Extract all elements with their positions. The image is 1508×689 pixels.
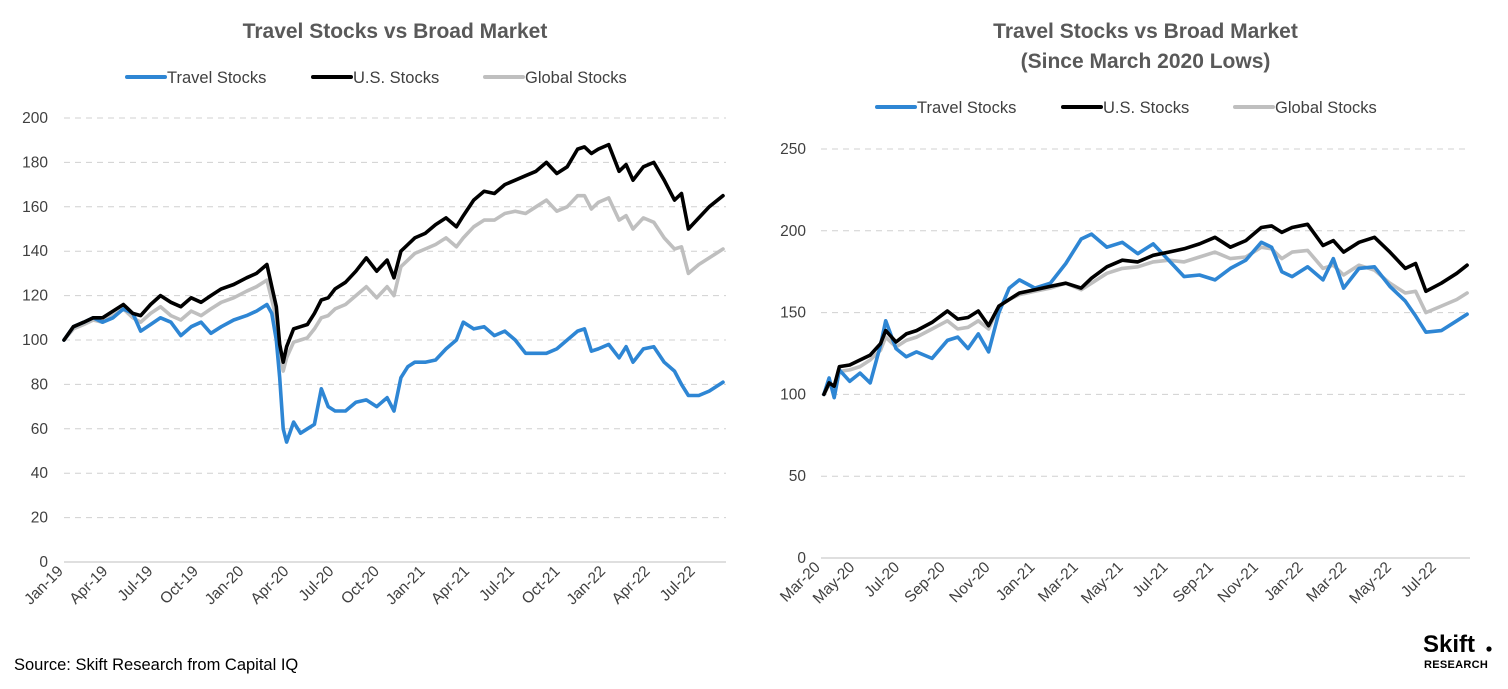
y-tick-label: 180 — [22, 154, 48, 171]
x-tick-label: Oct-21 — [519, 563, 564, 608]
y-tick-label: 160 — [22, 199, 48, 216]
y-tick-label: 100 — [22, 332, 48, 349]
x-tick-label: Sep-20 — [901, 559, 949, 607]
chart-title: Travel Stocks vs Broad Market — [993, 20, 1298, 43]
y-tick-label: 120 — [22, 288, 48, 305]
legend-label-travel: Travel Stocks — [917, 99, 1016, 117]
y-tick-label: 80 — [31, 376, 49, 393]
x-tick-label: Apr-19 — [66, 563, 111, 608]
chart-travel-vs-market: Travel Stocks vs Broad Market 0 20 40 60 80 10… — [21, 20, 726, 608]
x-tick-label: Sep-21 — [1170, 559, 1217, 606]
y-tick-label: 150 — [780, 305, 806, 322]
y-tick-label: 50 — [789, 468, 807, 485]
x-tick-label: Jul-22 — [657, 563, 699, 605]
x-tick-label: Jul-20 — [861, 559, 903, 601]
x-tick-label: Jul-19 — [115, 563, 157, 605]
y-tick-label: 250 — [780, 141, 806, 158]
y-tick-label: 0 — [39, 554, 48, 571]
y-tick-label: 100 — [780, 386, 806, 403]
legend-label-global: Global Stocks — [525, 69, 627, 87]
chart-subtitle: (Since March 2020 Lows) — [1021, 50, 1271, 73]
x-tick-label: Nov-21 — [1215, 559, 1262, 606]
source-note: Source: Skift Research from Capital IQ — [14, 656, 298, 674]
x-tick-label: Jul-22 — [1398, 559, 1440, 601]
series-line-global — [62, 193, 725, 373]
skift-research-logo: Skift RESEARCH — [1423, 631, 1492, 671]
x-tick-label: Jan-22 — [564, 563, 610, 609]
legend-label-us: U.S. Stocks — [1103, 99, 1189, 117]
x-tick-label: Mar-22 — [1303, 559, 1350, 606]
chart-travel-vs-market-since-lows: Travel Stocks vs Broad Market (Since Marc… — [777, 20, 1470, 607]
x-tick-label: Jul-21 — [1130, 559, 1172, 601]
y-tick-label: 200 — [780, 223, 806, 240]
x-tick-label: Mar-21 — [1035, 559, 1082, 606]
y-tick-label: 0 — [797, 550, 806, 567]
x-tick-label: Oct-19 — [157, 563, 202, 608]
brand-name: Skift — [1423, 631, 1475, 658]
x-tick-label: Jan-20 — [202, 563, 248, 609]
x-tick-label: Apr-20 — [248, 563, 293, 608]
y-tick-label: 20 — [31, 510, 49, 527]
chart-title: Travel Stocks vs Broad Market — [243, 20, 548, 43]
y-tick-label: 60 — [31, 421, 49, 438]
x-tick-label: Apr-21 — [428, 563, 473, 608]
x-tick-label: Jul-20 — [296, 563, 338, 605]
brand-tagline: RESEARCH — [1424, 659, 1488, 671]
x-tick-label: Jul-21 — [476, 563, 518, 605]
x-tick-label: May-21 — [1078, 559, 1127, 608]
y-tick-label: 200 — [22, 110, 48, 127]
legend-label-us: U.S. Stocks — [353, 69, 439, 87]
legend-label-global: Global Stocks — [1275, 99, 1377, 117]
x-tick-label: Jan-21 — [383, 563, 429, 609]
series-line-travel — [62, 302, 725, 444]
y-tick-label: 40 — [31, 465, 49, 482]
x-tick-label: Nov-20 — [946, 559, 994, 607]
series-line-us — [62, 142, 725, 364]
brand-dot-icon — [1486, 646, 1492, 652]
legend-label-travel: Travel Stocks — [167, 69, 266, 87]
x-tick-label: Apr-22 — [609, 563, 654, 608]
x-tick-label: Jan-22 — [1261, 559, 1307, 605]
series-line-global — [822, 245, 1469, 397]
x-tick-label: Oct-20 — [338, 563, 383, 608]
x-tick-label: May-22 — [1346, 559, 1395, 608]
series-line-us — [822, 222, 1469, 397]
y-tick-label: 140 — [22, 243, 48, 260]
x-tick-label: Jan-21 — [993, 559, 1039, 605]
